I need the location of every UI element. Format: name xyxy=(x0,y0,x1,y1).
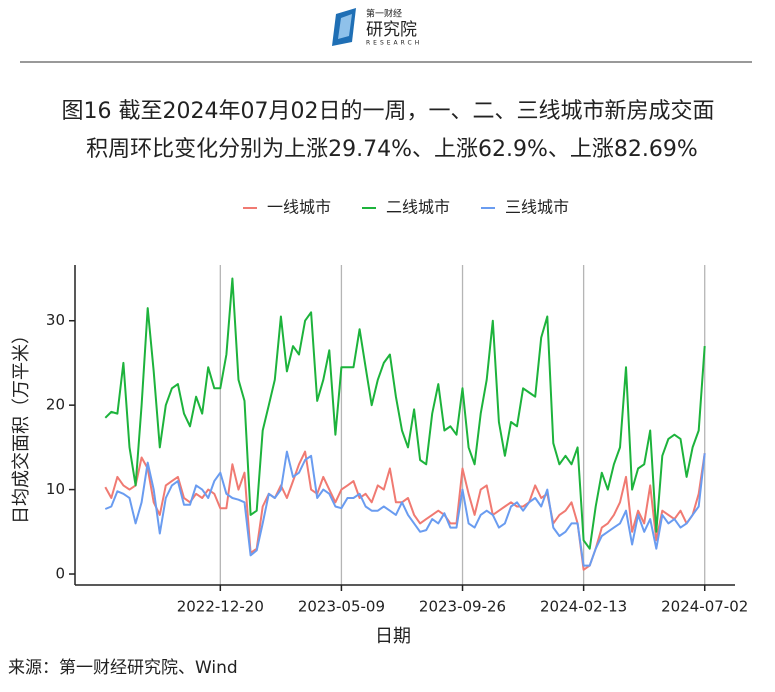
logo-main: 研究院 xyxy=(366,20,417,40)
logo: 第一财经 研究院 RESEARCH xyxy=(332,8,422,47)
x-tick-label: 2024-02-13 xyxy=(540,598,627,616)
logo-icon-inner xyxy=(338,14,352,39)
x-tick-label: 2024-07-02 xyxy=(661,598,748,616)
y-tick-label: 0 xyxy=(55,565,65,583)
legend-label: 一线城市 xyxy=(267,198,331,217)
x-axis-label: 日期 xyxy=(375,626,411,647)
y-axis-label: 日均成交面积（万平米） xyxy=(11,326,32,524)
logo-sub: RESEARCH xyxy=(366,40,422,47)
legend-label: 二线城市 xyxy=(386,198,450,217)
logo-top: 第一财经 xyxy=(366,8,402,20)
y-tick-label: 10 xyxy=(46,480,65,498)
series-line xyxy=(104,277,706,550)
x-tick-label: 2023-05-09 xyxy=(298,598,385,616)
legend-label: 三线城市 xyxy=(505,198,569,217)
x-tick-label: 2023-09-26 xyxy=(419,598,506,616)
source: 来源：第一财经研究院、Wind xyxy=(8,658,238,678)
y-tick-label: 20 xyxy=(46,396,65,414)
y-tick-label: 30 xyxy=(46,311,65,329)
series-line xyxy=(104,450,706,567)
chart-title: 图16 截至2024年07月02日的一周，一、二、三线城市新房成交面 xyxy=(62,99,715,124)
chart-title: 积周环比变化分别为上涨29.74%、上涨62.9%、上涨82.69% xyxy=(86,137,698,162)
x-tick-label: 2022-12-20 xyxy=(177,598,264,616)
